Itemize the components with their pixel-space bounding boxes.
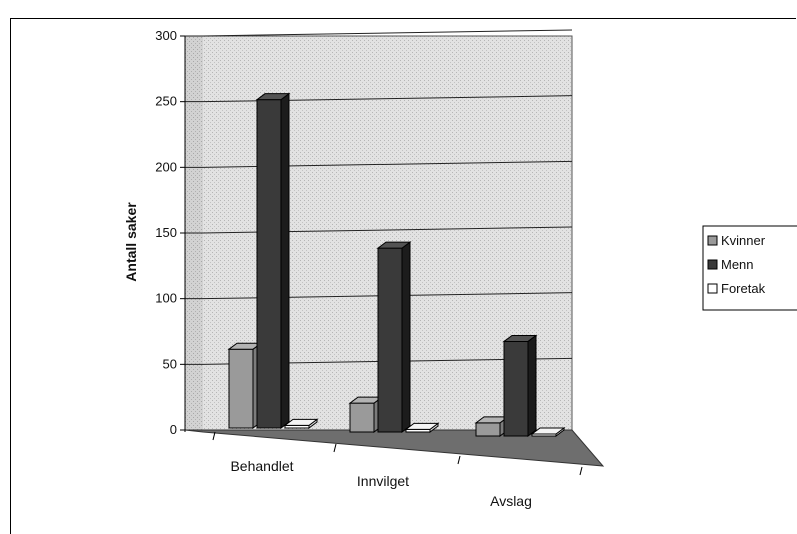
y-tick-labels: 0 50 100 150 200 250 300 xyxy=(155,28,177,437)
y-axis xyxy=(180,36,185,432)
x-tick xyxy=(580,467,582,475)
bar-side xyxy=(528,335,536,436)
category-label: Innvilget xyxy=(357,473,409,489)
bar-side xyxy=(281,94,289,428)
category-label: Behandlet xyxy=(230,458,293,474)
x-tick xyxy=(334,444,336,452)
bar-menn-behandlet xyxy=(257,94,289,428)
bar-menn-innvilget xyxy=(378,242,410,432)
bar-kvinner-innvilget xyxy=(350,397,382,432)
legend-swatch xyxy=(708,284,717,293)
x-tick xyxy=(458,456,460,464)
y-tick-label: 100 xyxy=(155,291,177,306)
bar-front xyxy=(229,349,253,428)
bar-front xyxy=(350,403,374,432)
bar-menn-avslag xyxy=(504,335,536,436)
legend-label: Foretak xyxy=(721,281,766,296)
y-tick-label: 0 xyxy=(170,422,177,437)
bar-front xyxy=(378,248,402,432)
category-label: Avslag xyxy=(490,493,532,509)
bar-front xyxy=(257,100,281,428)
legend-swatch xyxy=(708,236,717,245)
bar-kvinner-avslag xyxy=(476,417,508,436)
bar-side xyxy=(402,242,410,432)
y-tick-label: 50 xyxy=(163,356,177,371)
legend: Kvinner Menn Foretak xyxy=(703,226,797,310)
gridline xyxy=(203,30,572,36)
legend-label: Menn xyxy=(721,257,754,272)
bar-front xyxy=(476,423,500,436)
y-tick-label: 300 xyxy=(155,28,177,43)
y-axis-label: Antall saker xyxy=(123,202,139,282)
bar-front xyxy=(504,341,528,436)
legend-label: Kvinner xyxy=(721,233,766,248)
y-tick-label: 150 xyxy=(155,225,177,240)
y-tick-label: 250 xyxy=(155,94,177,109)
legend-swatch xyxy=(708,260,717,269)
y-tick-label: 200 xyxy=(155,159,177,174)
bar-kvinner-behandlet xyxy=(229,343,261,428)
